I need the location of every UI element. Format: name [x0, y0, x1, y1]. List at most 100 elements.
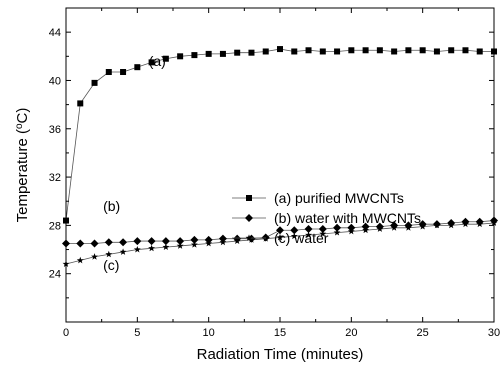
series-annotation: (c) [103, 257, 119, 273]
data-point [233, 237, 241, 244]
data-point [404, 224, 412, 231]
data-point [376, 47, 383, 54]
data-point [333, 223, 342, 232]
data-point [248, 49, 255, 56]
data-point [176, 237, 185, 246]
legend-marker [246, 195, 252, 201]
data-point [218, 234, 227, 243]
series-annotation: (b) [103, 198, 120, 214]
legend-label: (c) water [274, 230, 329, 246]
x-tick-label: 20 [345, 327, 357, 339]
data-point [448, 47, 455, 54]
data-point [362, 47, 369, 54]
data-point [219, 50, 226, 57]
data-point [347, 223, 356, 232]
x-tick-label: 15 [274, 327, 286, 339]
data-point [119, 248, 127, 255]
data-point [76, 239, 85, 248]
data-point [291, 48, 298, 55]
data-point [334, 48, 341, 55]
data-point [176, 242, 184, 249]
x-tick-label: 30 [488, 327, 500, 339]
data-point [462, 220, 469, 228]
data-point [419, 222, 427, 230]
data-point [433, 221, 441, 229]
data-point [162, 55, 169, 62]
legend-marker [245, 214, 253, 222]
y-axis-label: Temperature (oC) [14, 108, 32, 223]
data-point [277, 46, 283, 53]
data-point [248, 236, 255, 243]
x-tick-label: 10 [203, 327, 215, 339]
data-point [290, 232, 298, 240]
data-point [390, 224, 398, 231]
y-tick-label: 32 [49, 172, 61, 184]
data-point [205, 50, 212, 57]
data-point [147, 237, 156, 246]
data-point [133, 245, 141, 253]
data-point [262, 48, 269, 55]
data-point [104, 238, 113, 247]
data-point [119, 238, 128, 247]
data-point [77, 100, 84, 107]
data-point [276, 226, 284, 235]
data-point [105, 250, 113, 258]
annotations: (a) (b) (c) [103, 53, 166, 273]
data-point [419, 47, 426, 54]
data-point [162, 243, 170, 251]
data-point [318, 225, 327, 234]
axis-ticks: 0 5 10 15 20 25 30 24 28 32 36 40 44 [49, 8, 500, 339]
data-point [205, 239, 213, 247]
data-point [276, 233, 284, 241]
data-point [134, 64, 141, 71]
data-point [333, 229, 341, 236]
data-point [433, 48, 440, 55]
data-point [234, 49, 241, 56]
data-point [133, 237, 142, 246]
data-point [376, 225, 384, 232]
data-point [191, 52, 198, 59]
y-tick-label: 40 [49, 75, 61, 87]
data-point [305, 47, 312, 54]
x-tick-label: 25 [417, 327, 429, 339]
data-point [190, 241, 198, 248]
data-point [161, 237, 170, 246]
series-annotation: (a) [149, 53, 166, 69]
data-point [148, 59, 155, 66]
x-tick-label: 5 [134, 327, 140, 339]
plot-frame [65, 7, 495, 323]
data-point [362, 226, 370, 234]
data-point [476, 48, 483, 55]
data-point [76, 256, 84, 264]
data-point [305, 231, 312, 238]
y-axis-label-main: Temperature ( [14, 129, 31, 222]
data-point [120, 69, 127, 76]
data-point [319, 48, 326, 55]
y-tick-label: 24 [49, 269, 61, 281]
data-point [219, 238, 227, 246]
y-tick-label: 28 [49, 220, 61, 232]
legend: (a) purified MWCNTs (b) water with MWCNTs… [232, 190, 421, 246]
data-point [462, 47, 469, 54]
y-axis-label-sup: o [14, 123, 25, 129]
legend-label: (b) water with MWCNTs [274, 210, 421, 226]
data-point [319, 230, 327, 237]
data-point [304, 225, 313, 234]
y-tick-label: 36 [49, 124, 61, 136]
legend-label: (a) purified MWCNTs [274, 190, 404, 206]
data-point [447, 221, 455, 229]
y-tick-label: 44 [49, 27, 61, 39]
x-axis-label: Radiation Time (minutes) [197, 346, 364, 363]
data-point [290, 226, 299, 235]
data-point [391, 48, 398, 55]
data-point [177, 53, 184, 60]
data-point [405, 47, 412, 54]
data-point [91, 79, 98, 86]
data-point [361, 222, 370, 231]
data-point [148, 244, 156, 252]
series-markers [62, 46, 498, 267]
data-point [105, 69, 112, 76]
legend-marker [245, 234, 253, 241]
y-axis-label-tail: C) [14, 108, 31, 124]
